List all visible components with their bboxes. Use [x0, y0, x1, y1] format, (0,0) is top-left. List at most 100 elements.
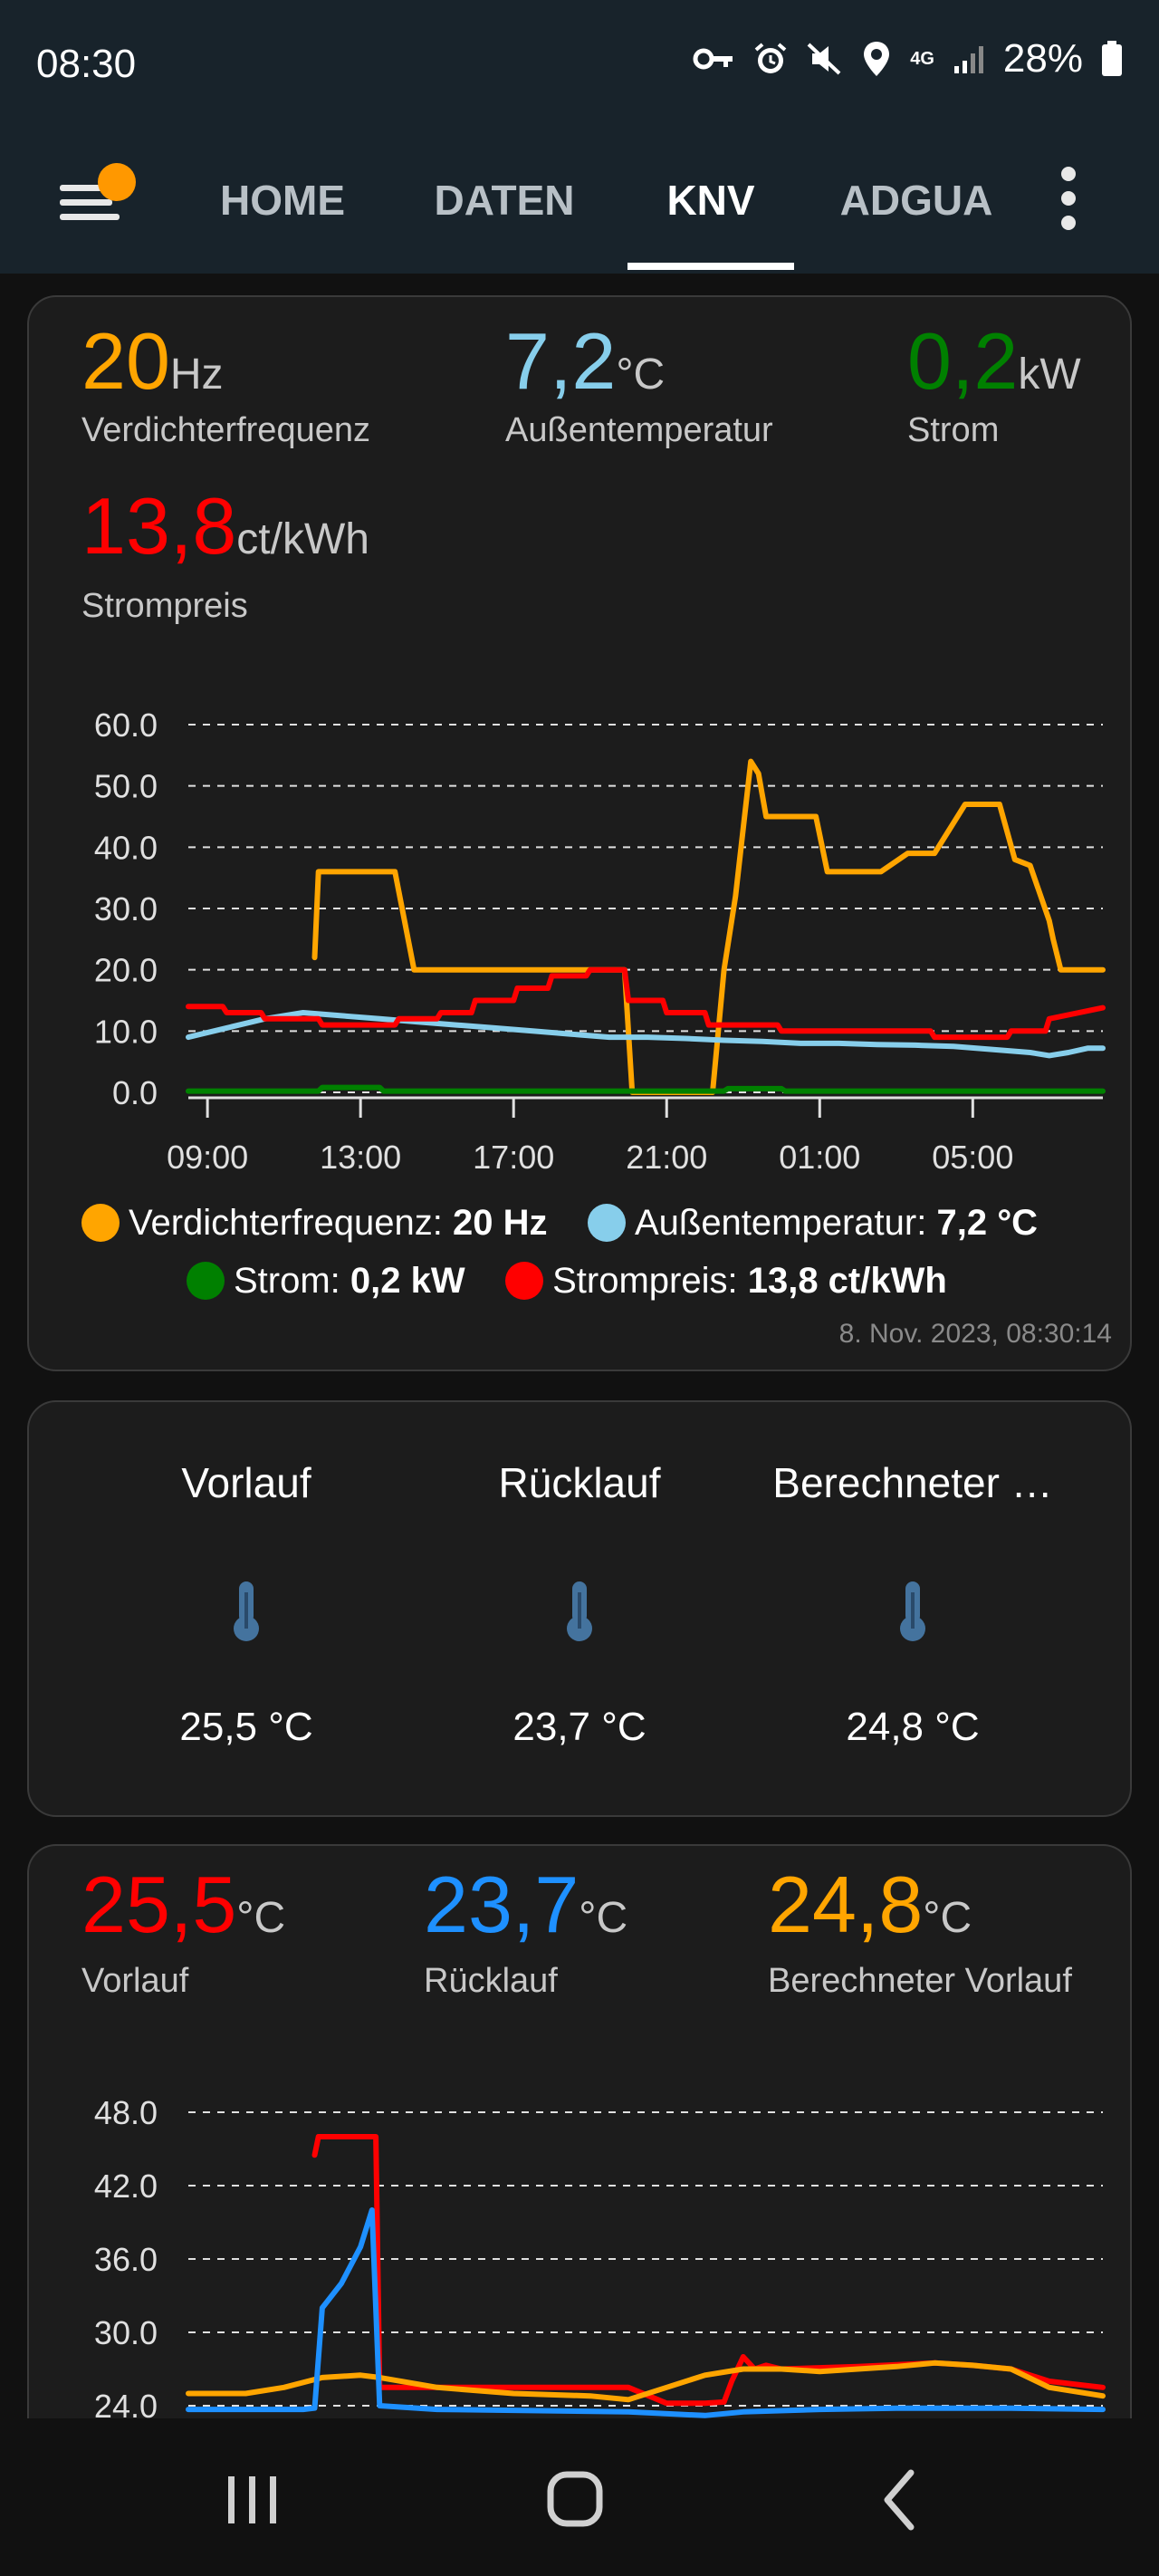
mute-icon: [807, 43, 841, 75]
value-aussentemperatur: 7,2°C: [505, 315, 665, 408]
card-heatpump-overview: 20Hz Verdichterfrequenz 7,2°C Außentempe…: [27, 295, 1132, 1371]
tab-daten[interactable]: DATEN: [434, 177, 575, 224]
legend-item[interactable]: Verdichterfrequenz: 20 Hz: [81, 1203, 548, 1243]
legend-dot: [81, 1204, 120, 1242]
alarm-icon: [754, 43, 787, 73]
value-label: Strom: [907, 411, 1000, 449]
series-line: [186, 2360, 1106, 2403]
legend-dot: [587, 1204, 626, 1242]
thermometer-icon[interactable]: [895, 1580, 931, 1643]
legend-dot: [187, 1262, 225, 1300]
value-strompreis: 13,8ct/kWh: [81, 480, 369, 572]
value-label: Rücklauf: [424, 1962, 558, 2000]
y-tick-label: 36.0: [94, 2241, 158, 2278]
x-tick-label: 01:00: [779, 1139, 860, 1176]
entity-state-vorlauf: 25,5 °C: [179, 1705, 313, 1749]
notification-badge: [98, 163, 136, 201]
value-number: 0,2: [907, 316, 1019, 406]
entity-name-berechneter: Berechneter …: [772, 1459, 1053, 1506]
battery-percent: 28%: [1002, 36, 1083, 81]
tab-knv[interactable]: KNV: [666, 177, 755, 224]
system-navigation-bar: [0, 2418, 1159, 2576]
y-tick-label: 20.0: [94, 952, 158, 989]
network-type: 4G: [910, 48, 934, 69]
value-verdichterfrequenz: 20Hz: [81, 315, 224, 408]
value-unit: °C: [236, 1894, 286, 1942]
thermometer-icon[interactable]: [561, 1580, 598, 1643]
value-number: 24,8: [768, 1860, 924, 1949]
entity-name-ruecklauf: Rücklauf: [498, 1459, 661, 1506]
value-label: Verdichterfrequenz: [81, 411, 370, 449]
chart-legend: Verdichterfrequenz: 20 Hz Außentemperatu…: [81, 1203, 1038, 1244]
y-tick-label: 60.0: [94, 706, 158, 744]
legend-value: 13,8 ct/kWh: [747, 1261, 947, 1301]
series-line: [311, 2134, 1106, 2407]
value-number: 23,7: [424, 1860, 580, 1949]
tab-home[interactable]: HOME: [220, 177, 345, 224]
value-label: Vorlauf: [81, 1962, 189, 2000]
series-line: [186, 1084, 1106, 1094]
value-unit: ct/kWh: [236, 515, 369, 563]
thermometer-icon[interactable]: [228, 1580, 264, 1643]
value-unit: Hz: [169, 351, 224, 399]
legend-item[interactable]: Strom: 0,2 kW: [187, 1261, 465, 1301]
series-line: [186, 2207, 1106, 2418]
y-tick-label: 30.0: [94, 890, 158, 928]
value-unit: °C: [923, 1894, 972, 1942]
value-label: Außentemperatur: [505, 411, 773, 449]
home-icon[interactable]: [521, 2455, 629, 2545]
y-tick-label: 40.0: [94, 829, 158, 866]
chart-temperatures[interactable]: 48.042.036.030.024.0: [29, 2076, 1130, 2475]
series-line: [311, 758, 1106, 1095]
legend-name: Verdichterfrequenz:: [129, 1203, 443, 1243]
series-line: [186, 966, 1106, 1041]
app-bar: HOME DATEN KNV ADGUA: [0, 127, 1159, 274]
battery-icon: [1102, 41, 1122, 76]
entity-state-berechneter: 24,8 °C: [846, 1705, 980, 1749]
legend-value: 0,2 kW: [350, 1261, 465, 1301]
value-label: Strompreis: [81, 587, 248, 625]
value-number: 20: [81, 316, 170, 406]
location-icon: [864, 42, 890, 76]
recent-apps-icon[interactable]: [197, 2455, 306, 2545]
tab-adgua[interactable]: ADGUA: [839, 177, 993, 224]
x-tick-label: 13:00: [320, 1139, 401, 1176]
value-number: 7,2: [505, 316, 617, 406]
active-tab-indicator: [627, 263, 794, 270]
back-icon[interactable]: [846, 2455, 954, 2545]
value-berechneter-vorlauf: 24,8°C: [768, 1859, 972, 1951]
vpn-key-icon: [693, 48, 733, 70]
more-options-button[interactable]: [1056, 158, 1083, 239]
y-tick-label: 30.0: [94, 2314, 158, 2351]
x-tick-label: 09:00: [167, 1139, 248, 1176]
legend-name: Strompreis:: [552, 1261, 738, 1301]
legend-item[interactable]: Außentemperatur: 7,2 °C: [587, 1203, 1039, 1243]
legend-name: Strom:: [234, 1261, 340, 1301]
legend-value: 20 Hz: [453, 1203, 548, 1243]
legend-value: 7,2 °C: [936, 1203, 1039, 1243]
status-bar: 08:30 4G 28%: [0, 0, 1159, 127]
y-tick-label: 42.0: [94, 2167, 158, 2205]
value-unit: °C: [579, 1894, 628, 1942]
series-line: [186, 1010, 1106, 1059]
entity-state-ruecklauf: 23,7 °C: [512, 1705, 647, 1749]
x-tick-label: 21:00: [626, 1139, 707, 1176]
value-number: 25,5: [81, 1860, 237, 1949]
legend-name: Außentemperatur:: [634, 1203, 927, 1243]
y-tick-label: 50.0: [94, 768, 158, 805]
y-tick-label: 10.0: [94, 1013, 158, 1050]
entity-name-vorlauf: Vorlauf: [181, 1459, 311, 1506]
y-tick-label: 0.0: [112, 1074, 158, 1111]
value-strom: 0,2kW: [907, 315, 1081, 408]
chart-energy[interactable]: 60.0 50.0 40.0 30.0 20.0 10.0 0.009:00 13:00 17:…: [29, 687, 1130, 1194]
y-tick-label: 48.0: [94, 2094, 158, 2131]
chart-legend-row2: Strom: 0,2 kW Strompreis: 13,8 ct/kWh: [187, 1261, 947, 1302]
value-vorlauf: 25,5°C: [81, 1859, 285, 1951]
card-entities: Vorlauf Rücklauf Berechneter … 25,5 °C 2…: [27, 1400, 1132, 1817]
legend-item[interactable]: Strompreis: 13,8 ct/kWh: [505, 1261, 947, 1301]
card-flow-temperatures: 25,5°C Vorlauf 23,7°C Rücklauf 24,8°C Be…: [27, 1844, 1132, 2478]
menu-button[interactable]: [60, 163, 141, 235]
x-tick-label: 05:00: [932, 1139, 1013, 1176]
value-number: 13,8: [81, 481, 237, 571]
